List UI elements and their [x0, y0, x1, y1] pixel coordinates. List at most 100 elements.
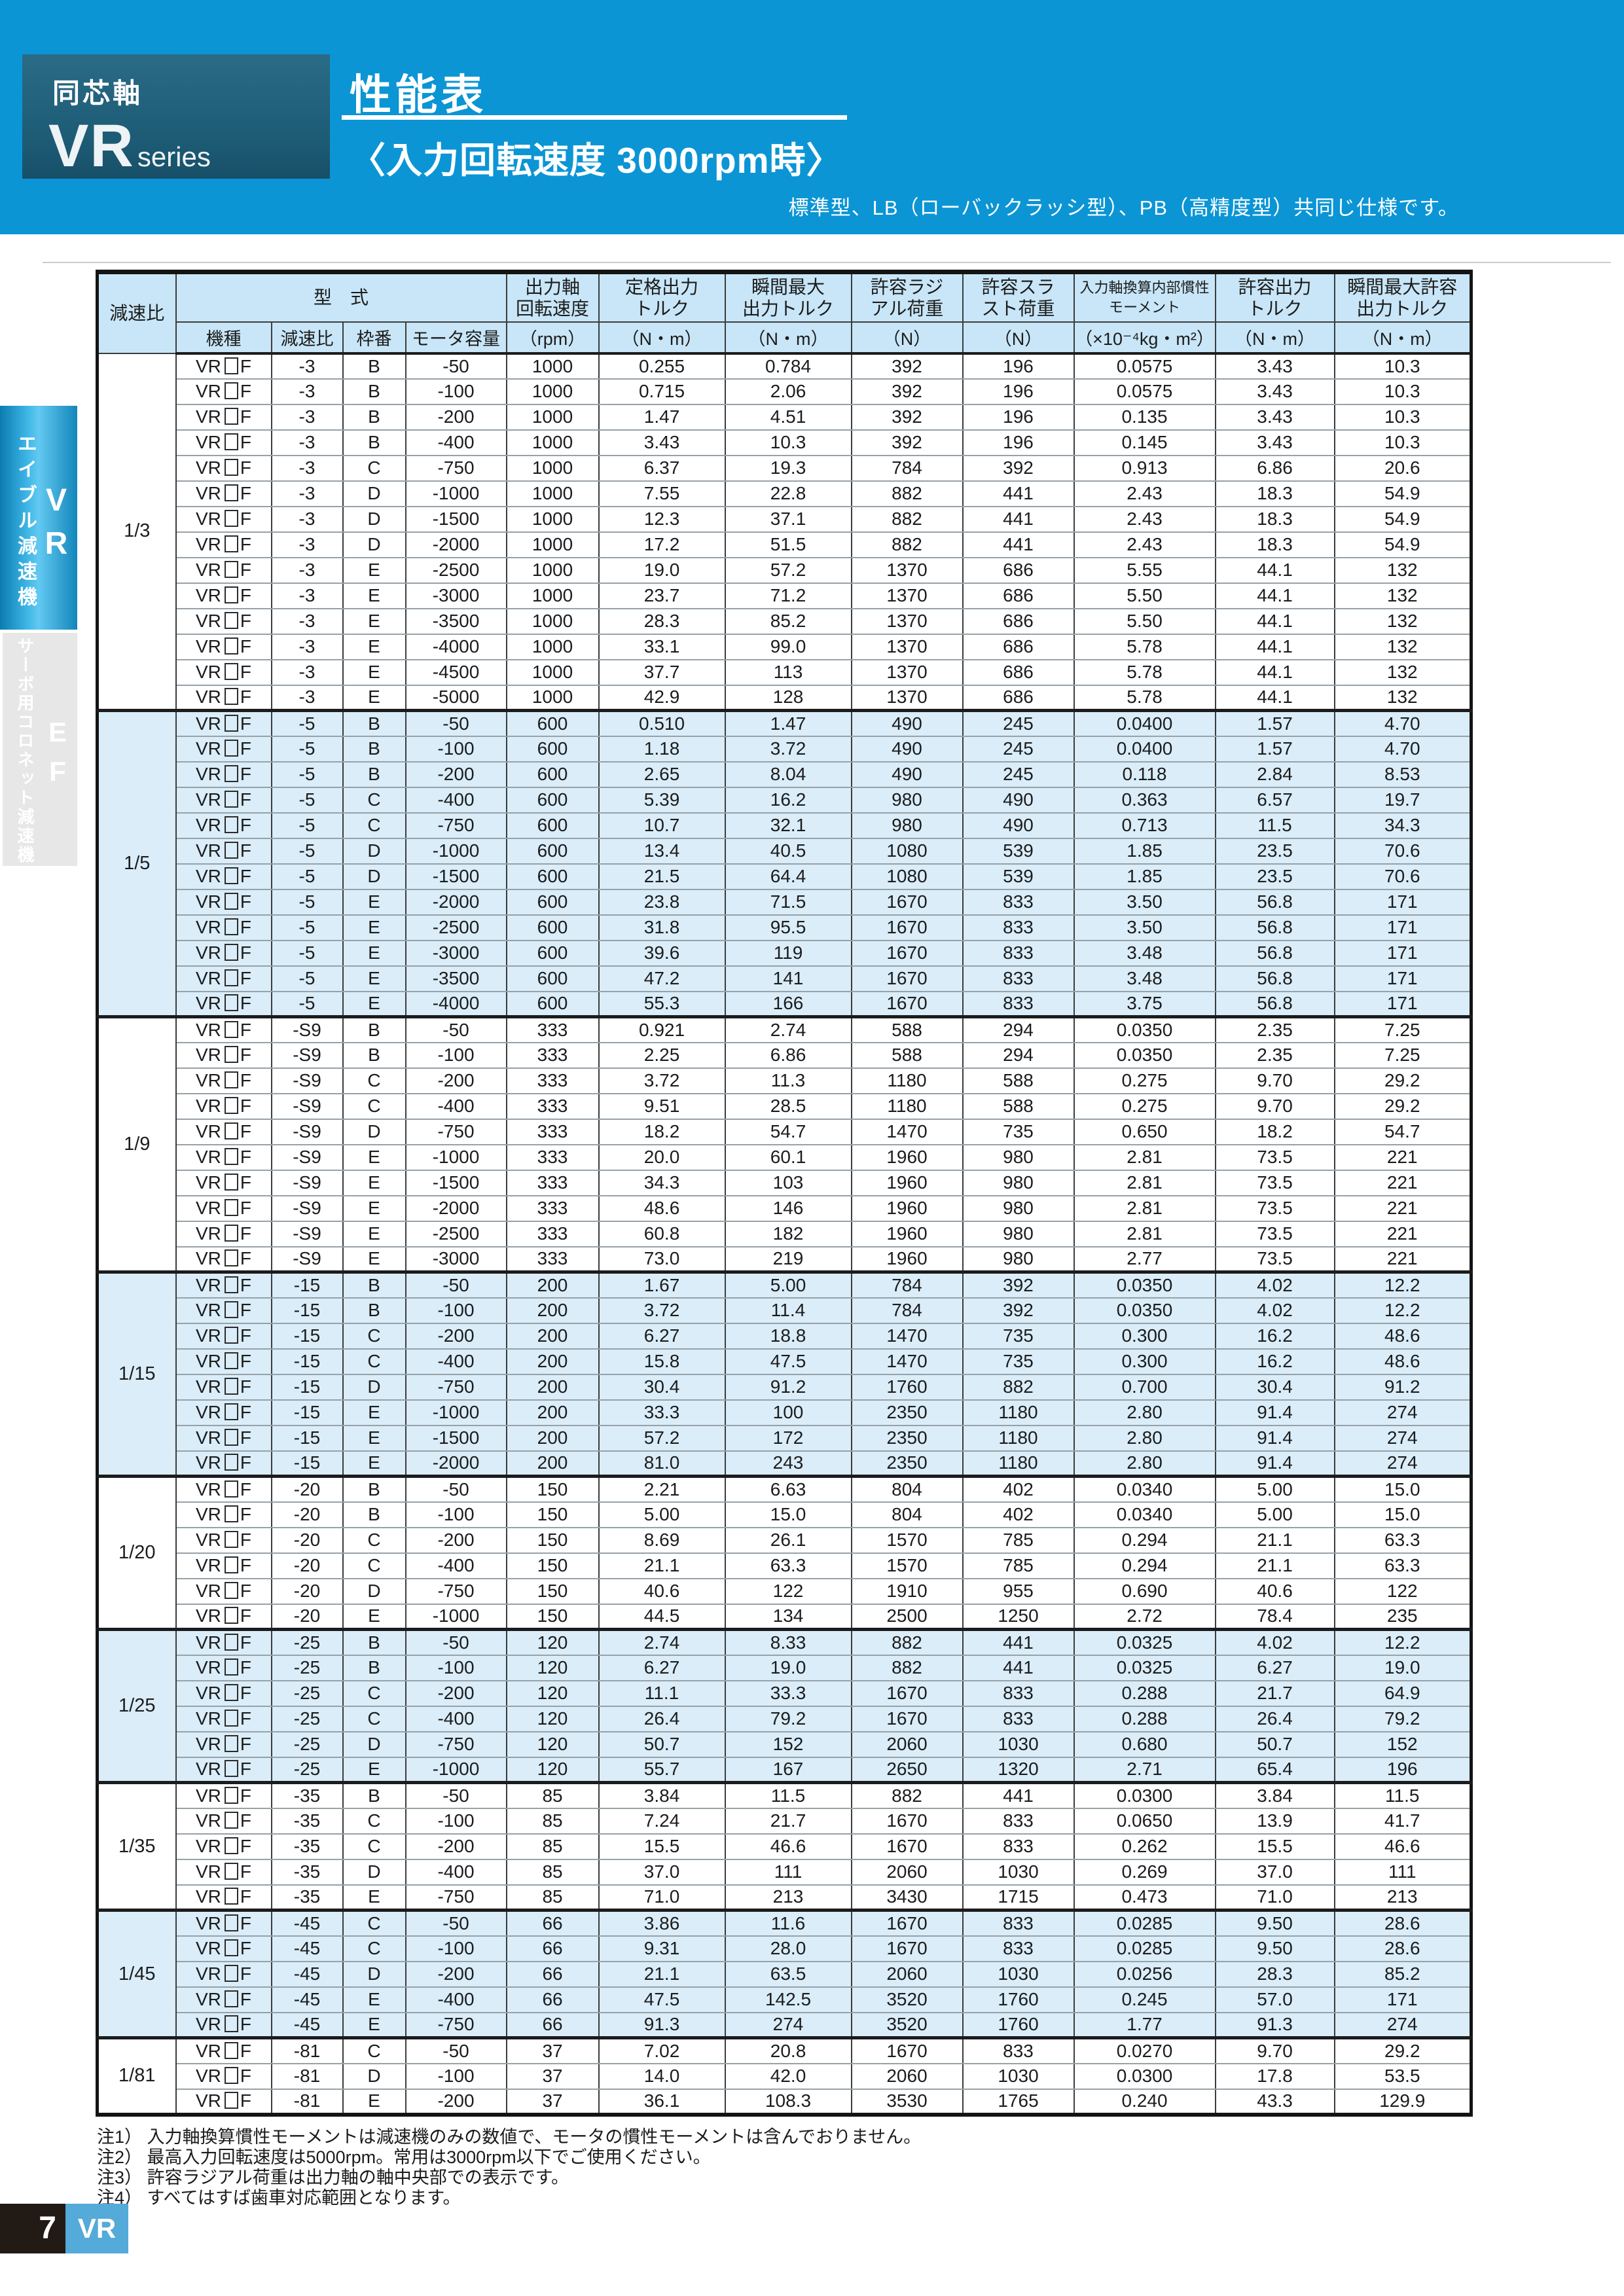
- value-cell: 1000: [505, 429, 600, 456]
- col-header-reduction-ratio: 減速比: [96, 272, 177, 354]
- model-placeholder-box: [224, 688, 238, 706]
- value-cell: 274: [1333, 1399, 1472, 1426]
- value-cell: 1000: [505, 531, 600, 558]
- value-cell: 33.1: [598, 633, 726, 660]
- value-cell: D: [342, 1858, 406, 1886]
- value-cell: 15.0: [1333, 1501, 1472, 1528]
- table-row: VR F -45 E -750 66 91.3 274 3520 1760 1.77 91.3 274: [98, 2011, 1472, 2039]
- value-cell: 8.04: [724, 761, 852, 788]
- value-cell: -3000: [405, 582, 507, 609]
- value-cell: -S9: [270, 1118, 344, 1145]
- model-placeholder-box: [224, 663, 238, 680]
- value-cell: 1760: [962, 2011, 1075, 2039]
- value-cell: 21.5: [598, 863, 726, 890]
- value-cell: -1000: [405, 1603, 507, 1630]
- model-code: VR F: [175, 1679, 272, 1707]
- value-cell: -50: [405, 1628, 507, 1656]
- value-cell: 3520: [850, 1986, 964, 2013]
- value-cell: 333: [505, 1118, 600, 1145]
- value-cell: B: [342, 1781, 406, 1809]
- value-cell: 333: [505, 1220, 600, 1247]
- model-code: VR F: [175, 761, 272, 788]
- value-cell: -4000: [405, 990, 507, 1018]
- value-cell: 3.48: [1073, 939, 1216, 967]
- value-cell: E: [342, 658, 406, 686]
- value-cell: 129.9: [1333, 2088, 1472, 2115]
- value-cell: 16.2: [1214, 1322, 1335, 1350]
- value-cell: 1670: [850, 1935, 964, 1962]
- table-row: VR F -25 C -200 120 11.1 33.3 1670 833 0.288 21.7 64…: [98, 1679, 1472, 1707]
- value-cell: -50: [405, 1781, 507, 1809]
- table-row: VR F -20 C -400 150 21.1 63.3 1570 785 0.294 21.1 63…: [98, 1552, 1472, 1579]
- value-cell: 1960: [850, 1194, 964, 1222]
- value-cell: -100: [405, 1807, 507, 1835]
- value-cell: 29.2: [1333, 2036, 1472, 2064]
- model-code: VR F: [175, 531, 272, 558]
- table-row: VR F -15 B -100 200 3.72 11.4 784 392 0.0350 4.02 12…: [98, 1297, 1472, 1324]
- series-name-suffix: series: [137, 141, 211, 172]
- value-cell: 1960: [850, 1169, 964, 1196]
- value-cell: 588: [962, 1092, 1075, 1120]
- model-code: VR F: [175, 939, 272, 967]
- value-cell: 50.7: [1214, 1731, 1335, 1758]
- value-cell: 6.27: [598, 1654, 726, 1681]
- value-cell: 66: [505, 1909, 600, 1937]
- value-cell: B: [342, 1041, 406, 1069]
- value-cell: E: [342, 1424, 406, 1452]
- ratio-group-label: 1/20: [96, 1475, 177, 1630]
- table-row: VR F -15 E -1000 200 33.3 100 2350 1180 2.80 91.4 27…: [98, 1399, 1472, 1426]
- value-cell: 79.2: [724, 1705, 852, 1732]
- model-code: VR F: [175, 786, 272, 814]
- value-cell: -S9: [270, 1041, 344, 1069]
- value-cell: 18.3: [1214, 531, 1335, 558]
- value-cell: 1180: [850, 1067, 964, 1094]
- value-cell: -4500: [405, 658, 507, 686]
- value-cell: 539: [962, 863, 1075, 890]
- value-cell: 171: [1333, 939, 1472, 967]
- value-cell: -1000: [405, 1143, 507, 1171]
- value-cell: 1030: [962, 2062, 1075, 2090]
- value-cell: 980: [962, 1194, 1075, 1222]
- value-cell: 3.43: [1214, 403, 1335, 431]
- value-cell: 142.5: [724, 1986, 852, 2013]
- value-cell: 213: [1333, 1884, 1472, 1911]
- value-cell: E: [342, 2088, 406, 2115]
- value-cell: 2.84: [1214, 761, 1335, 788]
- value-cell: -35: [270, 1833, 344, 1860]
- model-placeholder-box: [224, 842, 238, 859]
- value-cell: 50.7: [598, 1731, 726, 1758]
- value-cell: 600: [505, 761, 600, 788]
- value-cell: C: [342, 1679, 406, 1707]
- value-cell: 56.8: [1214, 990, 1335, 1018]
- value-cell: 132: [1333, 658, 1472, 686]
- series-name: VR series: [48, 116, 211, 176]
- value-cell: C: [342, 1833, 406, 1860]
- value-cell: -5: [270, 812, 344, 839]
- table-row: VR F -S9 C -200 333 3.72 11.3 1180 588 0.275 9.70 29…: [98, 1067, 1472, 1094]
- value-cell: -3: [270, 378, 344, 405]
- value-cell: 28.6: [1333, 1935, 1472, 1962]
- value-cell: 3.43: [1214, 378, 1335, 405]
- value-cell: 1000: [505, 582, 600, 609]
- table-row: VR F -20 C -200 150 8.69 26.1 1570 785 0.294 21.1 63…: [98, 1526, 1472, 1554]
- value-cell: 221: [1333, 1220, 1472, 1247]
- value-cell: 833: [962, 1935, 1075, 1962]
- value-cell: D: [342, 505, 406, 533]
- value-cell: 2.81: [1073, 1194, 1216, 1222]
- value-cell: 7.25: [1333, 1015, 1472, 1043]
- value-cell: -15: [270, 1270, 344, 1299]
- value-cell: 0.288: [1073, 1705, 1216, 1732]
- value-cell: 600: [505, 709, 600, 737]
- value-cell: 2.21: [598, 1475, 726, 1503]
- value-cell: 200: [505, 1424, 600, 1452]
- value-cell: 28.5: [724, 1092, 852, 1120]
- value-cell: 1000: [505, 403, 600, 431]
- value-cell: 980: [850, 786, 964, 814]
- value-cell: 132: [1333, 633, 1472, 660]
- table-row: VR F -15 C -400 200 15.8 47.5 1470 735 0.300 16.2 48…: [98, 1348, 1472, 1375]
- value-cell: -15: [270, 1424, 344, 1452]
- value-cell: 221: [1333, 1143, 1472, 1171]
- value-cell: 132: [1333, 582, 1472, 609]
- value-cell: 392: [850, 378, 964, 405]
- value-cell: -750: [405, 2011, 507, 2039]
